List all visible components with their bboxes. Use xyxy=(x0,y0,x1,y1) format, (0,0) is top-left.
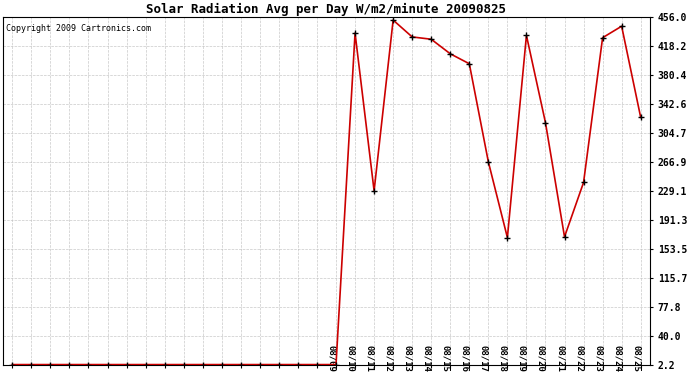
Text: Copyright 2009 Cartronics.com: Copyright 2009 Cartronics.com xyxy=(6,24,151,33)
Title: Solar Radiation Avg per Day W/m2/minute 20090825: Solar Radiation Avg per Day W/m2/minute … xyxy=(146,3,506,16)
